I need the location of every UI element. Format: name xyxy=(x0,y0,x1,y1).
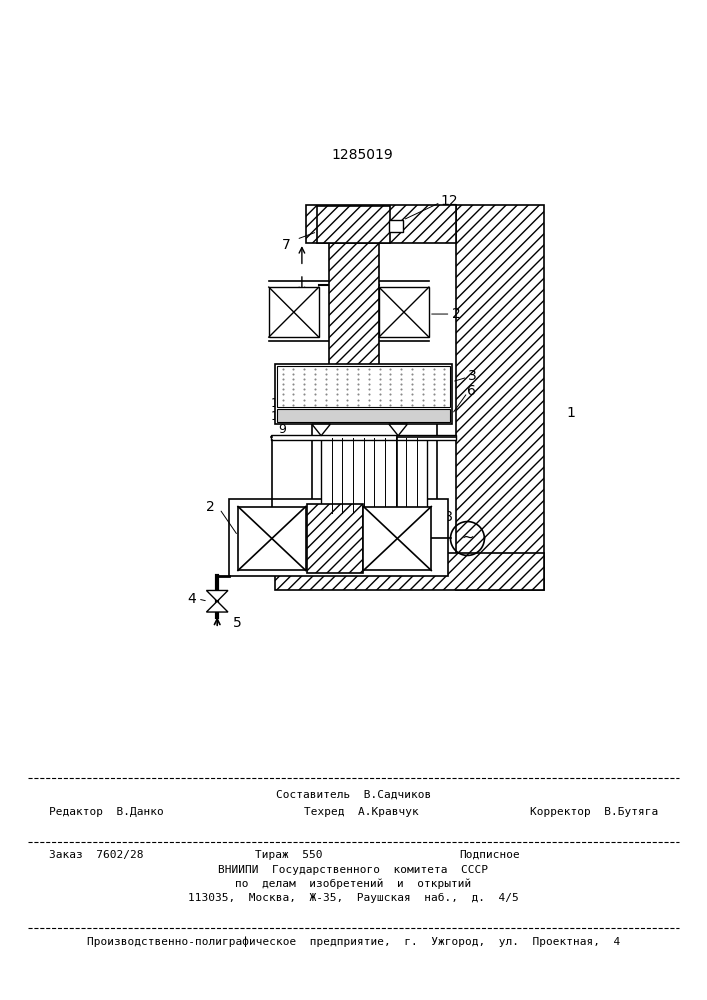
Text: 7: 7 xyxy=(282,238,291,252)
Text: 4: 4 xyxy=(187,592,197,606)
Bar xyxy=(238,507,305,570)
Text: Заказ  7602/28: Заказ 7602/28 xyxy=(49,850,144,860)
Bar xyxy=(277,366,450,407)
Text: 9: 9 xyxy=(279,423,286,436)
Text: 6: 6 xyxy=(467,384,477,398)
Text: 2: 2 xyxy=(452,307,461,321)
Text: Подписное: Подписное xyxy=(460,850,520,860)
Bar xyxy=(317,206,390,243)
Polygon shape xyxy=(206,590,228,601)
Polygon shape xyxy=(206,601,228,612)
Polygon shape xyxy=(389,424,407,436)
Text: 11: 11 xyxy=(271,397,286,410)
Text: 3: 3 xyxy=(467,369,477,383)
Bar xyxy=(456,205,544,590)
Text: Производственно-полиграфическое  предприятие,  г.  Ужгород,  ул.  Проектная,  4: Производственно-полиграфическое предприя… xyxy=(87,937,620,947)
Text: Тираж  550: Тираж 550 xyxy=(255,850,322,860)
Text: 12: 12 xyxy=(440,194,458,208)
Bar xyxy=(229,499,448,576)
Bar xyxy=(389,220,403,232)
Text: 2: 2 xyxy=(206,500,215,514)
Text: ~: ~ xyxy=(461,529,474,544)
Bar xyxy=(321,437,428,514)
Text: 10: 10 xyxy=(271,410,286,423)
Bar xyxy=(275,364,452,424)
Text: 5: 5 xyxy=(233,616,241,630)
Text: ВНИИПИ  Государственного  комитета  СССР: ВНИИПИ Государственного комитета СССР xyxy=(218,865,489,875)
Text: Редактор  В.Данко: Редактор В.Данко xyxy=(49,807,164,817)
Bar xyxy=(329,243,379,528)
Bar xyxy=(379,287,429,337)
Text: 1: 1 xyxy=(566,406,575,420)
Bar xyxy=(308,504,363,573)
Text: Корректор  В.Бутяга: Корректор В.Бутяга xyxy=(530,807,658,817)
Bar xyxy=(363,507,431,570)
Bar xyxy=(312,405,437,522)
Text: 113035,  Москва,  Ж-35,  Раушская  наб.,  д.  4/5: 113035, Москва, Ж-35, Раушская наб., д. … xyxy=(188,893,519,903)
Text: по  делам  изобретений  и  открытий: по делам изобретений и открытий xyxy=(235,879,472,889)
Text: Составитель  В.Садчиков: Составитель В.Садчиков xyxy=(276,790,431,800)
Bar xyxy=(269,287,319,337)
Bar xyxy=(277,409,450,422)
Bar xyxy=(271,435,456,440)
Text: 1285019: 1285019 xyxy=(331,148,393,162)
Bar xyxy=(275,553,544,590)
Text: 8: 8 xyxy=(444,510,453,524)
Polygon shape xyxy=(312,424,330,436)
Bar xyxy=(305,205,456,243)
Text: Техред  А.Кравчук: Техред А.Кравчук xyxy=(304,807,419,817)
